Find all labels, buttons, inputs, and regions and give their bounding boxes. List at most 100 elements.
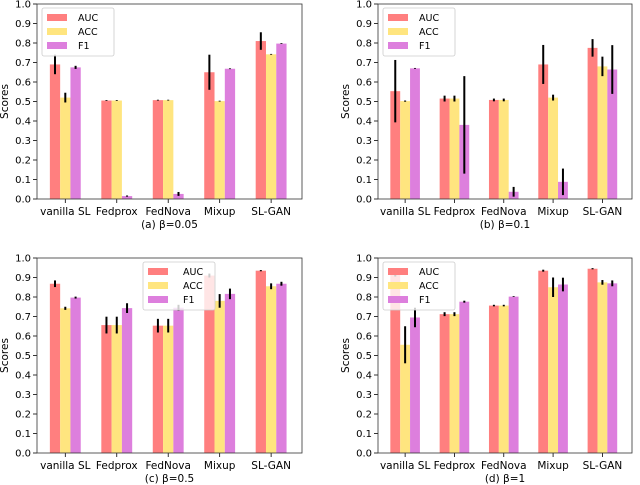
bar-acc	[597, 66, 608, 200]
y-tick-label: 0.8	[15, 293, 31, 304]
legend-swatch-f1	[388, 296, 408, 303]
x-tick-label: Fedprox	[434, 460, 476, 472]
y-tick-label: 0.7	[15, 58, 31, 69]
legend-label: F1	[419, 295, 431, 306]
bar-auc	[587, 47, 598, 199]
x-tick-label: Mixup	[537, 460, 569, 472]
legend-swatch-acc	[388, 28, 408, 35]
y-tick-label: 0.2	[356, 156, 372, 167]
y-tick-label: 0.6	[15, 78, 31, 89]
bar-auc	[49, 283, 61, 453]
bar-f1	[508, 296, 519, 453]
bar-auc	[101, 325, 112, 453]
y-tick-label: 0.5	[356, 97, 372, 108]
y-axis-label: Scores	[0, 84, 11, 119]
bar-auc	[538, 64, 549, 199]
bar-f1	[607, 69, 618, 200]
y-tick-label: 0.2	[15, 156, 31, 167]
legend-label: ACC	[183, 281, 203, 292]
y-tick-label: 0.7	[15, 312, 31, 323]
bar-auc	[152, 325, 164, 453]
y-tick-label: 0.5	[15, 351, 31, 362]
y-tick-label: 0.0	[15, 195, 31, 206]
bar-f1	[121, 196, 133, 199]
x-tick-label: Mixup	[204, 460, 236, 472]
y-tick-label: 0.7	[356, 58, 372, 69]
bar-auc	[488, 305, 499, 453]
subplot-2: 0.0 0.1 0.2 0.3 0.4 0.5 0.6 0.7 0.8 0.9 1.0 Scores v…	[0, 254, 303, 485]
y-tick-label: 0.1	[356, 175, 372, 186]
y-tick-label: 0.8	[15, 39, 31, 50]
bar-f1	[70, 67, 81, 199]
legend-swatch-auc	[148, 268, 168, 275]
x-tick-label: vanilla SL	[380, 460, 430, 472]
axes-frame	[377, 3, 633, 200]
legend-label: AUC	[78, 13, 98, 24]
y-tick-label: 0.4	[15, 117, 31, 128]
bar-auc	[204, 72, 215, 199]
y-tick-label: 0.0	[15, 449, 31, 460]
legend-swatch-acc	[47, 28, 67, 35]
legend-label: AUC	[183, 267, 203, 278]
x-tick-label: SL-GAN	[251, 460, 291, 472]
y-tick-label: 0.2	[356, 410, 372, 421]
y-tick-label: 0.3	[356, 390, 372, 401]
y-tick-label: 0.1	[15, 175, 31, 186]
y-tick-label: 0.1	[15, 429, 31, 440]
bar-acc	[214, 101, 225, 199]
axes-frame	[377, 257, 633, 454]
x-tick-label: Mixup	[537, 206, 569, 218]
bar-auc	[390, 91, 401, 199]
x-tick-label: FedNova	[145, 206, 191, 218]
bar-acc	[111, 100, 122, 199]
y-tick-label: 0.9	[15, 19, 31, 30]
legend-swatch-acc	[388, 282, 408, 289]
x-tick-label: vanilla SL	[40, 460, 90, 472]
bar-auc	[390, 274, 401, 453]
x-tick-label: Fedprox	[96, 206, 138, 218]
y-tick-label: 0.3	[15, 136, 31, 147]
bar-f1	[607, 283, 618, 453]
bar-f1	[558, 284, 568, 453]
subplot-caption: (a) β=0.05	[141, 219, 198, 231]
bar-auc	[488, 99, 499, 199]
y-tick-label: 0.8	[356, 293, 372, 304]
y-tick-label: 0.6	[356, 332, 372, 343]
bar-acc	[163, 100, 174, 199]
bar-acc	[449, 314, 460, 453]
x-tick-label: Fedprox	[96, 460, 138, 472]
legend: AUC ACC F1	[142, 261, 216, 311]
y-tick-label: 1.0	[15, 0, 31, 11]
x-tick-label: vanilla SL	[380, 206, 430, 218]
legend-label: F1	[78, 41, 90, 52]
bar-acc	[265, 54, 277, 200]
x-tick-label: Mixup	[204, 206, 236, 218]
y-tick-label: 0.1	[356, 429, 372, 440]
bar-acc	[265, 286, 277, 453]
y-tick-label: 0.9	[15, 273, 31, 284]
legend-swatch-auc	[388, 268, 408, 275]
legend-label: F1	[419, 41, 431, 52]
x-tick-label: SL-GAN	[583, 460, 623, 472]
y-tick-label: 0.6	[356, 78, 372, 89]
y-tick-label: 0.5	[15, 97, 31, 108]
legend-swatch-f1	[47, 42, 67, 49]
legend-swatch-f1	[148, 296, 168, 303]
bar-acc	[597, 282, 608, 453]
bar-acc	[214, 300, 225, 453]
y-tick-label: 0.2	[15, 410, 31, 421]
y-axis-label: Scores	[0, 338, 11, 373]
bar-f1	[173, 307, 184, 453]
y-tick-label: 0.6	[15, 332, 31, 343]
bar-auc	[439, 314, 450, 453]
legend-label: ACC	[419, 27, 439, 38]
y-tick-label: 0.3	[356, 136, 372, 147]
subplot-caption: (c) β=0.5	[145, 473, 195, 485]
bar-auc	[255, 270, 266, 453]
legend-swatch-f1	[388, 42, 408, 49]
y-tick-label: 1.0	[15, 254, 31, 265]
bar-auc	[255, 41, 266, 199]
subplot-0: 0.0 0.1 0.2 0.3 0.4 0.5 0.6 0.7 0.8 0.9 1.0 Scores v…	[0, 0, 303, 231]
y-axis-label: Scores	[340, 84, 352, 119]
bar-acc	[449, 98, 460, 199]
